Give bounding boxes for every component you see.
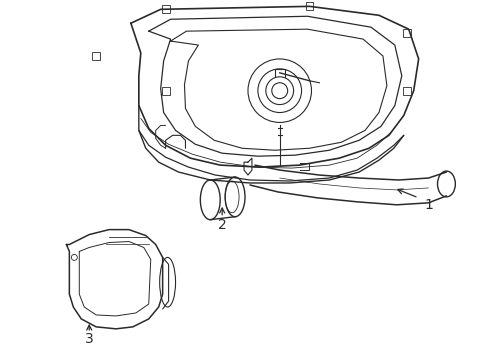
Bar [403, 29, 411, 37]
Bar [162, 87, 170, 95]
Text: 2: 2 [218, 218, 226, 231]
Bar [162, 5, 170, 13]
Bar [92, 52, 100, 60]
Bar [403, 87, 411, 95]
Text: 3: 3 [85, 332, 94, 346]
Bar [306, 3, 314, 10]
Text: 1: 1 [424, 198, 433, 212]
